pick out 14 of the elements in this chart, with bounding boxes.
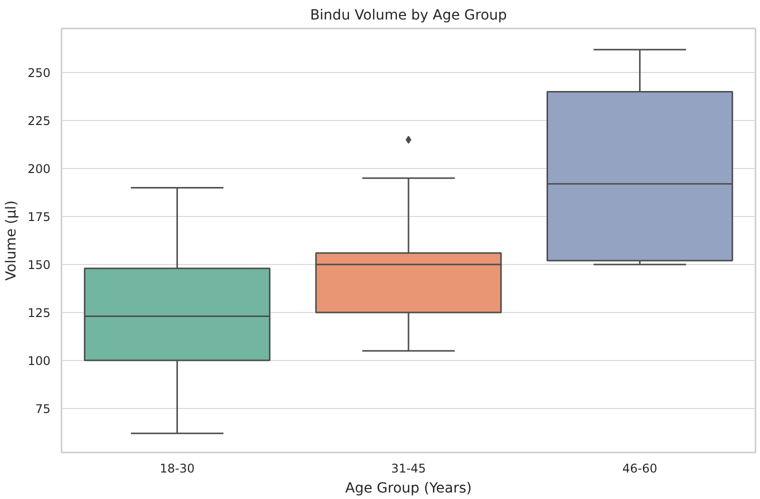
y-tick-label: 100: [28, 354, 50, 368]
chart-title: Bindu Volume by Age Group: [310, 8, 508, 24]
x-axis-title: Age Group (Years): [345, 480, 472, 496]
y-tick-label: 250: [28, 66, 50, 80]
x-tick-label: 46-60: [622, 462, 658, 476]
y-tick-label: 75: [35, 402, 51, 416]
x-tick-label: 18-30: [160, 462, 195, 476]
y-tick-label: 125: [28, 306, 50, 320]
y-axis-title: Volume (µl): [4, 200, 20, 281]
y-tick-label: 225: [28, 114, 50, 128]
x-tick-label: 31-45: [391, 462, 426, 476]
y-tick-label: 150: [28, 258, 50, 272]
y-tick-label: 175: [28, 210, 50, 224]
y-tick-label: 200: [28, 162, 50, 176]
